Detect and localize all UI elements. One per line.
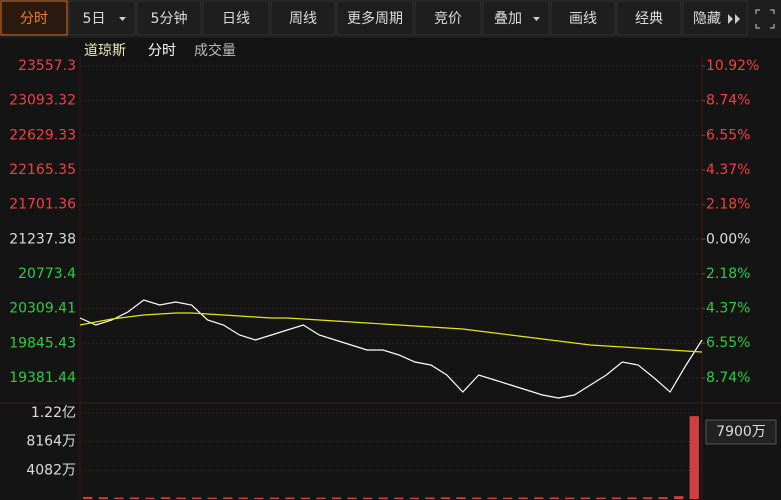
y-tick-label: 20773.4 <box>18 266 76 282</box>
y-tick-label: 19381.44 <box>9 370 76 386</box>
volume-tick-label: 4082万 <box>26 462 76 478</box>
tab-label: 更多周期 <box>347 10 403 27</box>
volume-bar <box>191 497 202 499</box>
volume-bar <box>471 497 482 499</box>
volume-bar <box>534 497 544 499</box>
y-tick-label: 22629.33 <box>9 127 76 143</box>
y2-tick-label: 8.74% <box>706 93 750 109</box>
tab[interactable] <box>136 0 202 36</box>
volume-bar <box>129 497 140 499</box>
volume-bar <box>145 497 155 499</box>
volume-bar <box>114 497 124 499</box>
price-line <box>79 312 703 353</box>
volume-bar <box>300 497 311 499</box>
volume-bar <box>98 497 108 499</box>
tab-label: 隐藏 <box>693 11 721 27</box>
volume-bar <box>176 497 186 499</box>
volume-bar <box>207 497 217 499</box>
volume-bar <box>440 497 451 499</box>
volume-bar <box>363 497 373 499</box>
y2-tick-label: 0.00% <box>706 231 750 247</box>
volume-bar <box>674 496 684 499</box>
tab-label: 分时 <box>20 11 48 27</box>
y-tick-label: 21237.38 <box>9 231 76 247</box>
dropdown-caret <box>119 17 126 21</box>
volume-tick-label: 8164万 <box>26 434 76 450</box>
y2-tick-label: 8.74% <box>706 370 750 386</box>
y-tick-label: 23557.3 <box>18 58 76 74</box>
volume-bar <box>518 497 528 499</box>
volume-bar <box>627 497 637 499</box>
volume-bar <box>394 497 404 499</box>
volume-bar <box>254 497 264 499</box>
volume-bar <box>347 497 357 499</box>
y2-tick-label: 6.55% <box>706 127 750 143</box>
y2-tick-label: 2.18% <box>706 197 750 213</box>
volume-bar <box>425 497 435 499</box>
tab[interactable] <box>270 0 336 36</box>
legend-label: 分时 <box>148 43 176 59</box>
dropdown-caret <box>533 17 540 21</box>
volume-bar <box>409 497 419 499</box>
volume-bar <box>331 497 342 499</box>
volume-bar <box>269 497 280 499</box>
volume-bar <box>456 497 466 499</box>
tab-label: 画线 <box>569 11 597 27</box>
volume-tick-label: 1.22亿 <box>31 405 76 421</box>
y2-tick-label: 2.18% <box>706 266 750 282</box>
tab-label: 经典 <box>635 11 663 27</box>
volume-bar <box>160 497 171 499</box>
legend-title: 道琼斯 <box>84 43 126 59</box>
y2-tick-label: 6.55% <box>706 335 750 351</box>
tab[interactable] <box>0 0 68 36</box>
volume-bar <box>83 496 93 499</box>
tab[interactable] <box>414 0 482 36</box>
legend-label: 成交量 <box>194 42 236 59</box>
volume-bar <box>238 497 248 499</box>
tab[interactable] <box>202 0 270 36</box>
tab-label: 叠加 <box>494 11 522 27</box>
tab-label: 周线 <box>289 11 317 27</box>
volume-bar <box>502 497 513 499</box>
volume-bar <box>316 497 326 499</box>
tab[interactable] <box>616 0 682 36</box>
volume-bar <box>689 416 699 499</box>
volume-bar <box>565 497 575 499</box>
volume-label-box <box>705 419 777 445</box>
volume-bar <box>611 497 622 499</box>
price-line <box>79 299 703 399</box>
volume-bar <box>642 497 653 499</box>
fullscreen-icon[interactable] <box>755 9 775 29</box>
tab-label: 5日 <box>83 11 106 27</box>
y-tick-label: 23093.32 <box>9 93 76 109</box>
y2-tick-label: 4.37% <box>706 301 750 317</box>
volume-bar <box>378 497 388 499</box>
volume-bar <box>285 497 295 499</box>
tab[interactable] <box>336 0 414 36</box>
y2-tick-label: 4.37% <box>706 162 750 178</box>
tab[interactable] <box>550 0 616 36</box>
y-tick-label: 19845.43 <box>9 335 76 351</box>
volume-bar <box>580 497 591 499</box>
volume-current-label: 7900万 <box>716 424 766 440</box>
tab-label: 5分钟 <box>151 10 188 27</box>
y-tick-label: 21701.36 <box>9 197 76 213</box>
y2-tick-label: 10.92% <box>706 58 759 74</box>
tab-label: 竞价 <box>434 10 462 27</box>
y-tick-label: 20309.41 <box>9 301 76 317</box>
y-tick-label: 22165.35 <box>9 162 76 178</box>
tab-label: 日线 <box>222 11 250 27</box>
volume-bar <box>223 497 233 499</box>
volume-bar <box>596 497 606 499</box>
volume-bar <box>487 497 497 499</box>
expand-arrows <box>728 14 740 24</box>
volume-bar <box>658 497 668 499</box>
volume-bar <box>549 497 559 499</box>
